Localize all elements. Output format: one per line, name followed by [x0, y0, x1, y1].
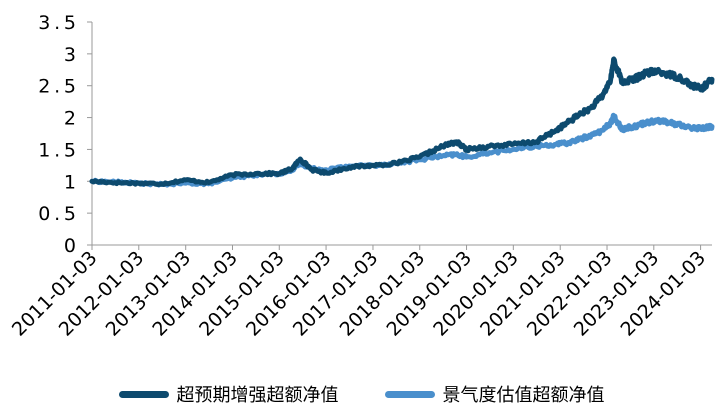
y-tick-label: 0 — [64, 235, 76, 257]
legend-label: 景气度估值超额净值 — [442, 385, 605, 406]
line-chart: 00 . 511 . 522 . 533 . 52011-01-032012-0… — [8, 12, 715, 341]
y-tick-label: 3 . 5 — [38, 12, 76, 34]
series-line-1 — [89, 56, 715, 187]
legend-swatch-icon — [384, 390, 435, 398]
y-tick-label: 0 . 5 — [38, 203, 76, 225]
legend-label: 超预期增强超额净值 — [176, 385, 339, 406]
y-tick-label: 3 — [64, 44, 76, 66]
legend-item-2: 景气度估值超额净值 — [384, 381, 605, 407]
y-tick-label: 2 . 5 — [38, 76, 76, 98]
legend-swatch-icon — [118, 390, 169, 398]
legend-item-1: 超预期增强超额净值 — [118, 381, 339, 407]
y-tick-label: 1 — [64, 171, 76, 193]
y-tick-label: 2 — [64, 108, 76, 130]
y-tick-label: 1 . 5 — [38, 139, 76, 161]
series-line-2 — [89, 112, 715, 188]
legend: 超预期增强超额净值 景气度估值超额净值 — [0, 376, 723, 412]
